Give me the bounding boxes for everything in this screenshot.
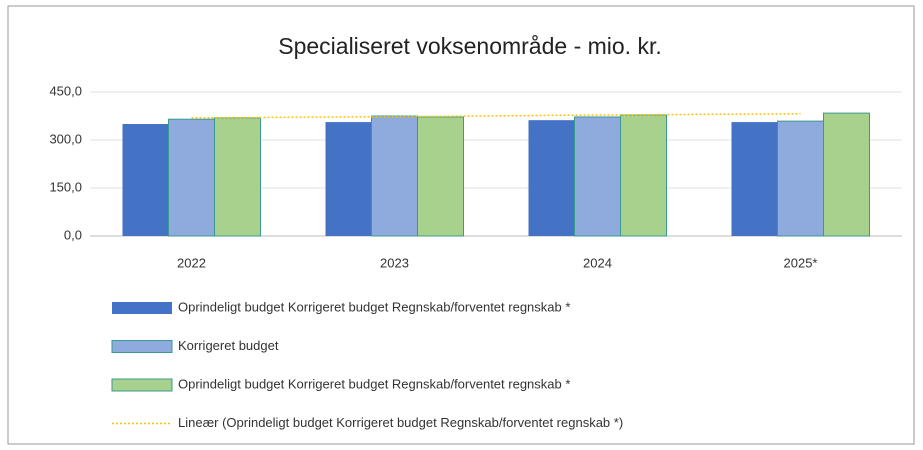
- legend-swatch: [111, 340, 173, 353]
- y-tick-label: 300,0: [49, 131, 82, 146]
- x-tick-label: 2022: [177, 255, 206, 270]
- bar: [417, 116, 464, 237]
- legend-swatch: [111, 378, 173, 392]
- bar: [823, 112, 870, 237]
- bar: [122, 124, 169, 236]
- bar: [731, 122, 778, 236]
- bar: [528, 120, 575, 236]
- y-tick-label: 150,0: [49, 179, 82, 194]
- x-tick-label: 2024: [583, 255, 612, 270]
- y-tick-label: 450,0: [49, 83, 82, 98]
- legend-label: Korrigeret budget: [178, 338, 279, 353]
- bar: [777, 120, 824, 237]
- x-tick-label: 2023: [380, 255, 409, 270]
- x-tick-label: 2025*: [784, 255, 818, 270]
- bar: [371, 115, 418, 237]
- y-tick-label: 0,0: [64, 227, 82, 242]
- bar: [325, 122, 372, 236]
- legend-swatch: [112, 302, 172, 314]
- legend-label: Oprindeligt budget Korrigeret budget Reg…: [178, 376, 570, 391]
- bar: [168, 118, 215, 237]
- bar: [574, 116, 621, 237]
- bar: [620, 114, 667, 237]
- legend-label: Oprindeligt budget Korrigeret budget Reg…: [178, 299, 570, 314]
- legend-label: Lineær (Oprindeligt budget Korrigeret bu…: [178, 415, 623, 430]
- chart-title: Specialiseret voksenområde - mio. kr.: [278, 33, 662, 59]
- trend-line: [191, 113, 801, 119]
- bar: [214, 117, 261, 237]
